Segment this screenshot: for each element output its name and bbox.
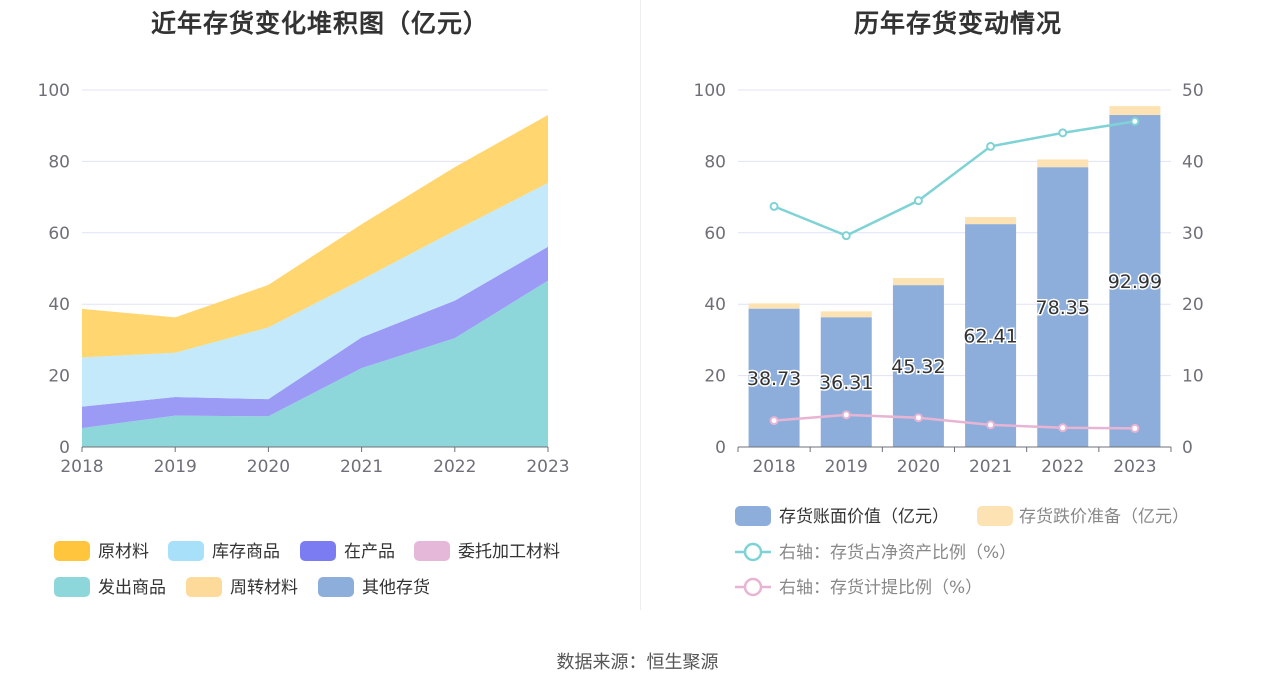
legend-label[interactable]: 其他存货 xyxy=(362,578,430,598)
bar-impairment xyxy=(1109,106,1161,116)
area-series xyxy=(82,246,548,429)
bar-book-value xyxy=(965,224,1017,447)
y-tick-label: 40 xyxy=(48,295,70,315)
legend-label[interactable]: 存货账面价值（亿元） xyxy=(779,507,949,527)
y-tick-label: 60 xyxy=(704,224,726,244)
legend-swatch[interactable] xyxy=(414,541,450,561)
bar-line-chart-panel: 历年存货变动情况 0 20 40 60 80 100 0 10 20 30 40 50 2018 2019… xyxy=(641,0,1275,610)
area-series xyxy=(82,182,548,407)
line-point xyxy=(986,420,996,430)
stacked-area-chart: 0 20 40 60 80 100 2018 2019 2020 2021 2022 2023 原材料 库… xyxy=(38,81,570,598)
bar-impairment xyxy=(965,217,1017,225)
legend-label[interactable]: 发出商品 xyxy=(98,578,166,598)
line-point xyxy=(841,410,851,420)
area-series xyxy=(82,280,548,447)
y-tick-label: 20 xyxy=(48,367,70,387)
bar-book-value xyxy=(1109,115,1161,448)
panel-divider xyxy=(640,0,641,610)
bar-book-value xyxy=(1037,167,1089,447)
bar-data-label: 36.31 xyxy=(819,372,873,394)
bar-impairment xyxy=(820,311,872,318)
legend-swatch[interactable] xyxy=(54,577,90,597)
y-tick-label: 0 xyxy=(715,438,726,458)
area-series xyxy=(82,114,548,358)
stacked-area-chart-panel: 近年存货变化堆积图（亿元） 0 20 40 60 80 100 2018 2019 2020 20… xyxy=(0,0,640,610)
y-tick-label: 0 xyxy=(59,438,70,458)
y2-tick-label: 0 xyxy=(1182,438,1193,458)
legend-marker[interactable] xyxy=(743,542,763,562)
right-chart-title: 历年存货变动情况 xyxy=(853,9,1062,38)
y-tick-label: 100 xyxy=(694,81,726,101)
legend-swatch[interactable] xyxy=(54,541,90,561)
x-tick-label: 2022 xyxy=(433,457,476,477)
y2-tick-label: 10 xyxy=(1182,367,1204,387)
y2-tick-label: 30 xyxy=(1182,224,1204,244)
data-source-note: 数据来源：恒生聚源 xyxy=(556,652,719,673)
legend-swatch[interactable] xyxy=(168,541,204,561)
legend-swatch[interactable] xyxy=(318,577,354,597)
x-tick-label: 2022 xyxy=(1041,457,1084,477)
x-tick-label: 2020 xyxy=(897,457,940,477)
bar-data-label: 38.73 xyxy=(747,368,801,390)
legend-label[interactable]: 在产品 xyxy=(344,542,395,562)
bar-impairment xyxy=(1037,159,1089,168)
line-point xyxy=(1058,423,1068,433)
y-tick-label: 40 xyxy=(704,295,726,315)
bar-book-value xyxy=(820,317,872,447)
line-point xyxy=(913,196,923,206)
bar-data-label: 92.99 xyxy=(1108,271,1162,293)
legend-marker[interactable] xyxy=(743,577,763,597)
line-point xyxy=(913,413,923,423)
x-tick-label: 2023 xyxy=(1113,457,1156,477)
x-tick-label: 2019 xyxy=(154,457,197,477)
bar-impairment xyxy=(748,303,800,309)
line-series xyxy=(773,120,1136,238)
y-tick-label: 80 xyxy=(48,152,70,172)
x-tick-label: 2021 xyxy=(340,457,383,477)
line-point xyxy=(1058,128,1068,138)
legend-swatch[interactable] xyxy=(735,506,771,526)
bar-line-chart: 0 20 40 60 80 100 0 10 20 30 40 50 2018 2019 2020 2021 2… xyxy=(694,81,1204,598)
legend-label[interactable]: 原材料 xyxy=(98,542,149,562)
x-tick-label: 2018 xyxy=(60,457,103,477)
legend-label[interactable]: 委托加工材料 xyxy=(458,542,560,562)
y2-tick-label: 20 xyxy=(1182,295,1204,315)
x-tick-label: 2018 xyxy=(752,457,795,477)
line-point xyxy=(769,201,779,211)
y-tick-label: 60 xyxy=(48,224,70,244)
legend-swatch[interactable] xyxy=(186,577,222,597)
line-point xyxy=(769,416,779,426)
bar-data-label: 62.41 xyxy=(963,326,1017,348)
y-tick-label: 20 xyxy=(704,367,726,387)
x-tick-label: 2020 xyxy=(247,457,290,477)
legend-label[interactable]: 周转材料 xyxy=(230,578,298,598)
legend-swatch[interactable] xyxy=(300,541,336,561)
bar-data-label: 45.32 xyxy=(891,356,945,378)
bar-data-label: 78.35 xyxy=(1036,297,1090,319)
legend-label[interactable]: 库存商品 xyxy=(212,542,280,562)
line-point xyxy=(841,231,851,241)
line-point xyxy=(1130,423,1140,433)
line-series xyxy=(773,413,1135,430)
x-tick-label: 2019 xyxy=(825,457,868,477)
y-tick-label: 80 xyxy=(704,152,726,172)
y-tick-label: 100 xyxy=(38,81,70,101)
legend-label[interactable]: 存货跌价准备（亿元） xyxy=(1019,507,1189,527)
bar-impairment xyxy=(892,278,944,286)
x-tick-label: 2021 xyxy=(969,457,1012,477)
legend-label[interactable]: 右轴：存货占净资产比例（%） xyxy=(779,543,1016,563)
x-tick-label: 2023 xyxy=(526,457,569,477)
legend-label[interactable]: 右轴：存货计提比例（%） xyxy=(779,578,982,598)
line-point xyxy=(986,141,996,151)
legend-swatch[interactable] xyxy=(977,506,1013,526)
line-point xyxy=(1130,116,1140,126)
y2-tick-label: 50 xyxy=(1182,81,1204,101)
y2-tick-label: 40 xyxy=(1182,152,1204,172)
left-chart-title: 近年存货变化堆积图（亿元） xyxy=(150,9,489,38)
